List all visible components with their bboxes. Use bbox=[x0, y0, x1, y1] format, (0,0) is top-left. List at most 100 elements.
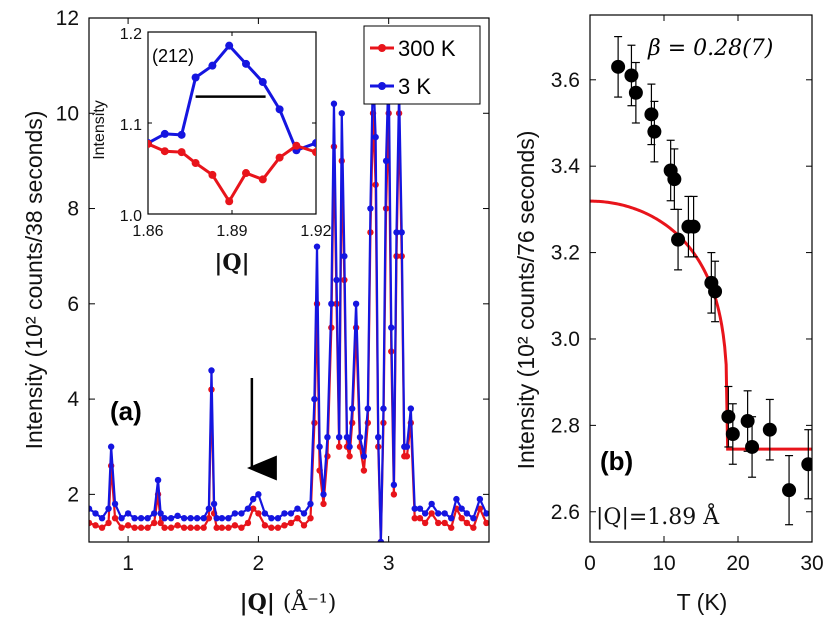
series-3k-point bbox=[388, 324, 395, 331]
y-tick-label: 1.1 bbox=[120, 117, 142, 134]
data-point bbox=[628, 85, 643, 100]
series-300k-point bbox=[111, 514, 119, 522]
series-300k-point bbox=[470, 524, 477, 531]
y-tick-label: 3.6 bbox=[551, 69, 580, 92]
series-300k-point bbox=[180, 524, 188, 531]
series-300k-point bbox=[200, 524, 207, 531]
panel-b-ylabel: Intensity (10² counts/76 seconds) bbox=[513, 131, 539, 470]
y-tick-label: 6 bbox=[67, 293, 79, 316]
series-3k-point bbox=[157, 510, 164, 517]
series-3k-point bbox=[287, 510, 295, 517]
series-300k-point bbox=[105, 519, 112, 527]
series-3k-point bbox=[124, 510, 132, 517]
inset-ylabel: Intensity bbox=[91, 100, 108, 160]
x-tick-label: 2 bbox=[253, 552, 265, 575]
series-300k-point bbox=[261, 522, 269, 529]
series-3k-point bbox=[346, 443, 353, 450]
series-3k-point bbox=[225, 514, 232, 522]
series-300k-point bbox=[428, 510, 435, 517]
panel-b: 0 10 20 30 2.6 2.8 3.0 3.2 3.4 3.6 β = 0.28(7) (b… bbox=[513, 14, 824, 615]
inset-300k-point bbox=[312, 148, 316, 157]
y-tick-label: 3.4 bbox=[551, 155, 581, 178]
series-3k-point bbox=[403, 443, 411, 450]
inset-title: (212) bbox=[152, 46, 194, 66]
series-3k-point bbox=[348, 405, 356, 412]
series-3k-point bbox=[268, 514, 275, 522]
series-300k-point bbox=[249, 505, 257, 512]
inset-3k-point bbox=[242, 59, 250, 68]
series-300k-point bbox=[118, 524, 125, 531]
series-3k-point bbox=[453, 495, 460, 503]
series-3k-point bbox=[137, 514, 145, 522]
series-300k-point bbox=[335, 443, 343, 450]
panel-b-fit bbox=[590, 199, 812, 451]
series-300k-point bbox=[144, 524, 151, 531]
series-300k-point bbox=[416, 514, 424, 522]
series-300k-point bbox=[294, 514, 301, 522]
x-tick-label: 30 bbox=[800, 552, 823, 575]
series-3k-point bbox=[208, 367, 215, 374]
inset-300k-point bbox=[242, 169, 250, 178]
legend-marker-3k bbox=[378, 82, 386, 90]
series-300k-point bbox=[167, 524, 175, 531]
series-3k-point bbox=[341, 252, 348, 260]
panel-b-frame bbox=[589, 14, 813, 543]
inset: 1.86 1.89 1.92 1.0 1.1 1.2 (212) Intensity |Q… bbox=[91, 26, 332, 276]
series-3k-point bbox=[89, 505, 93, 512]
series-3k-point bbox=[154, 476, 162, 484]
series-3k-point bbox=[167, 514, 175, 522]
series-3k-point bbox=[150, 510, 158, 517]
panel-a-ylabel: Intensity (10² counts/38 seconds) bbox=[21, 111, 47, 450]
series-3k-point bbox=[311, 395, 318, 403]
inset-3k-point bbox=[225, 41, 234, 50]
series-300k-point bbox=[157, 519, 164, 527]
series-300k-point bbox=[274, 524, 282, 531]
panel-b-xlabel: T (K) bbox=[677, 589, 728, 615]
series-300k-point bbox=[434, 519, 442, 527]
series-3k-point bbox=[320, 491, 327, 498]
series-3k-point bbox=[200, 514, 207, 522]
series-3k-point bbox=[375, 434, 382, 441]
series-3k-point bbox=[470, 514, 477, 522]
series-3k-point bbox=[193, 514, 201, 522]
series-3k-point bbox=[210, 500, 218, 508]
series-3k-point bbox=[360, 453, 368, 460]
series-300k-point bbox=[281, 522, 288, 529]
inset-300k-point bbox=[191, 159, 200, 168]
inset-series bbox=[148, 41, 316, 206]
series-3k-point bbox=[356, 434, 364, 441]
data-point bbox=[762, 422, 777, 437]
series-3k-point bbox=[205, 505, 213, 512]
inset-300k-point bbox=[177, 148, 186, 157]
inset-3k-point bbox=[177, 130, 186, 139]
inset-3k-point bbox=[191, 73, 200, 82]
series-3k-point bbox=[255, 491, 262, 498]
data-point bbox=[740, 414, 755, 429]
series-300k-point bbox=[231, 522, 239, 529]
series-3k-point bbox=[218, 514, 226, 522]
series-3k-point bbox=[343, 434, 351, 441]
series-300k-point bbox=[193, 524, 201, 531]
panel-b-beta: β = 0.28(7) bbox=[647, 36, 773, 61]
y-tick-label: 3.0 bbox=[551, 328, 580, 351]
panel-b-points bbox=[611, 35, 812, 526]
series-3k-point bbox=[249, 495, 257, 503]
series-300k-point bbox=[161, 524, 168, 531]
series-300k-point bbox=[225, 524, 232, 531]
series-3k-point bbox=[364, 405, 372, 412]
series-3k-point bbox=[380, 405, 387, 412]
data-point bbox=[725, 427, 740, 442]
series-300k-point bbox=[137, 524, 145, 531]
x-tick-label: 1.92 bbox=[300, 223, 331, 240]
series-3k-point bbox=[382, 157, 390, 165]
x-tick-label: 20 bbox=[726, 552, 749, 575]
series-3k-point bbox=[328, 300, 335, 308]
x-tick-label: 3 bbox=[383, 552, 395, 575]
series-300k-point bbox=[320, 500, 327, 508]
series-300k-point bbox=[458, 514, 465, 522]
inset-3k-point bbox=[275, 105, 284, 114]
inset-3k-point bbox=[312, 139, 316, 148]
series-300k-point bbox=[360, 467, 368, 474]
